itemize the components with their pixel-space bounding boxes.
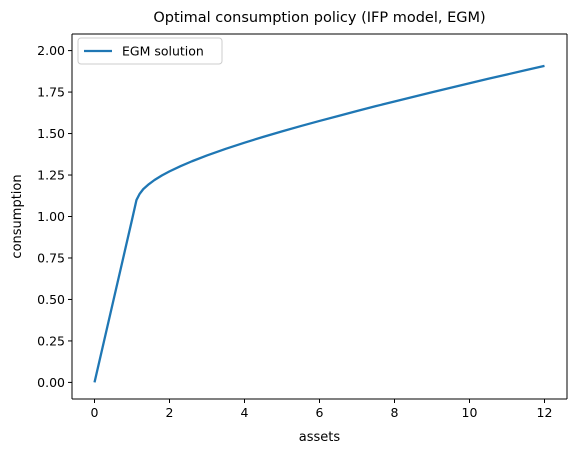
- y-tick-label: 0.00: [37, 375, 65, 390]
- x-axis-ticks: 0 2 4 6 8 10 12: [91, 399, 553, 420]
- plot-area: [72, 34, 567, 399]
- y-axis-ticks: 0.00 0.25 0.50 0.75 1.00 1.25 1.50 1.75 2.00: [37, 43, 72, 390]
- x-tick-label: 8: [391, 405, 399, 420]
- y-tick-label: 1.50: [37, 126, 65, 141]
- y-tick-label: 2.00: [37, 43, 65, 58]
- x-tick-label: 12: [537, 405, 553, 420]
- x-axis-label: assets: [299, 430, 341, 445]
- x-tick-label: 4: [241, 405, 249, 420]
- legend-box: [77, 37, 223, 65]
- y-tick-label: 1.25: [37, 168, 65, 183]
- y-tick-label: 0.25: [37, 333, 65, 348]
- x-tick-label: 0: [91, 405, 99, 420]
- chart-title: Optimal consumption policy (IFP model, E…: [153, 10, 485, 26]
- y-tick-label: 1.00: [37, 209, 65, 224]
- legend-label: EGM solution: [122, 44, 204, 59]
- x-tick-label: 6: [316, 405, 324, 420]
- legend: EGM solution: [77, 37, 223, 65]
- series-line-0: [93, 64, 545, 383]
- x-tick-label: 2: [166, 405, 174, 420]
- y-tick-label: 0.50: [37, 292, 65, 307]
- y-tick-label: 0.75: [37, 250, 65, 265]
- x-tick-label: 10: [462, 405, 478, 420]
- y-axis-label: consumption: [10, 174, 25, 258]
- series-layer: [93, 64, 545, 383]
- y-tick-label: 1.75: [37, 85, 65, 100]
